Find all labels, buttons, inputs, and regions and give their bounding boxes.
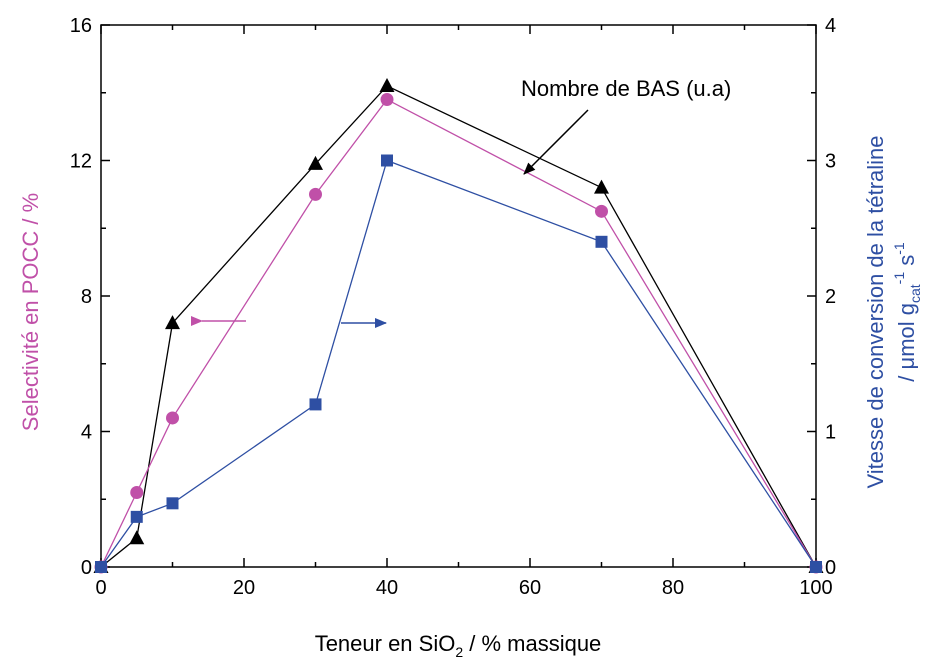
series-rate xyxy=(95,154,822,573)
x-tick-label: 0 xyxy=(95,577,106,599)
x-tick-label: 100 xyxy=(799,577,832,599)
y-right-tick-label: 1 xyxy=(825,422,836,444)
y-left-tick-label: 8 xyxy=(81,286,92,308)
x-tick-label: 20 xyxy=(233,577,255,599)
point-selectivity xyxy=(130,485,144,499)
x-tick-label: 60 xyxy=(519,577,541,599)
point-bas xyxy=(379,77,395,92)
point-rate xyxy=(309,398,322,411)
series-bas xyxy=(93,77,824,573)
plot-frame xyxy=(100,24,817,568)
y-axis-right-title-line1: Vitesse de conversion de la tétraline xyxy=(863,135,888,488)
bas-annotation: Nombre de BAS (u.a) xyxy=(521,76,731,101)
y-axis-left-title: Selectivité en POCC / % xyxy=(18,193,43,431)
y-right-tick-label: 0 xyxy=(825,557,836,579)
point-bas xyxy=(594,179,609,194)
y-right-tick-label: 3 xyxy=(825,151,836,173)
series-line-selectivity xyxy=(100,98,817,568)
y-right-tick-label: 4 xyxy=(825,15,836,37)
point-selectivity xyxy=(166,411,179,425)
point-rate xyxy=(810,561,822,573)
y-right-tick-label: 2 xyxy=(825,286,836,308)
bas-annotation-arrow xyxy=(523,109,589,175)
x-tick-label: 40 xyxy=(376,577,398,599)
point-selectivity xyxy=(309,187,322,201)
y-left-tick-label: 16 xyxy=(70,15,92,37)
series-selectivity xyxy=(94,93,823,574)
point-rate xyxy=(595,235,608,248)
point-selectivity xyxy=(380,93,394,107)
point-bas xyxy=(165,315,180,330)
x-axis-title: Teneur en SiO2 / % massique xyxy=(315,631,602,660)
series-line-bas xyxy=(100,85,817,568)
point-rate xyxy=(381,154,393,167)
x-tick-label: 80 xyxy=(662,577,684,599)
point-rate xyxy=(130,510,143,523)
point-rate xyxy=(166,497,179,510)
point-bas xyxy=(129,530,145,545)
y-left-tick-label: 4 xyxy=(81,422,92,444)
series-layer xyxy=(93,77,824,574)
point-bas xyxy=(308,155,323,170)
point-selectivity xyxy=(595,204,608,218)
y-left-tick-label: 12 xyxy=(70,151,92,173)
series-line-rate xyxy=(100,159,817,568)
y-left-tick-label: 0 xyxy=(81,557,92,579)
point-rate xyxy=(95,561,107,573)
y-axis-right-title-line2: / μmol gcat-1 s-1 xyxy=(891,242,923,382)
